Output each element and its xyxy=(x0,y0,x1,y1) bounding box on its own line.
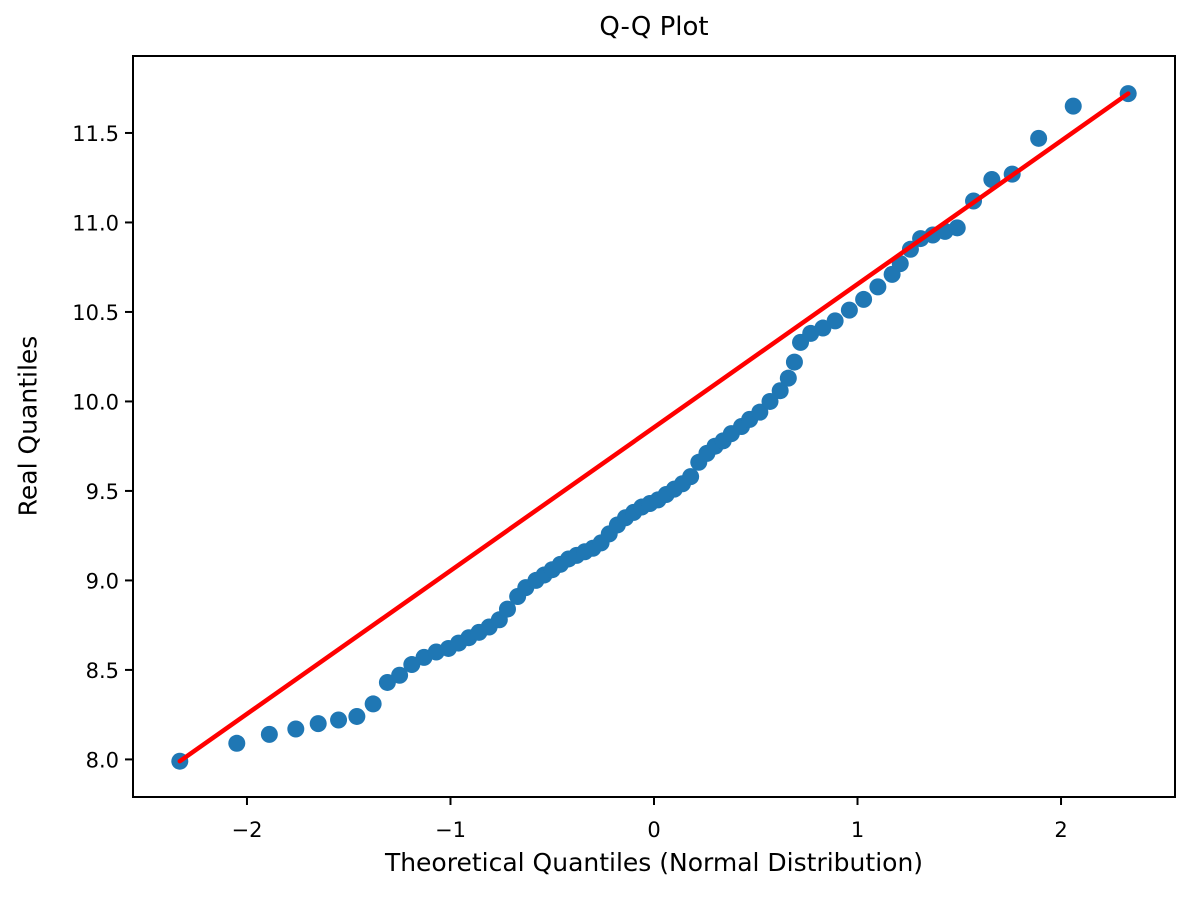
x-tick-label: 2 xyxy=(1054,818,1067,842)
x-tick-label: −2 xyxy=(231,818,262,842)
y-tick-label: 8.5 xyxy=(86,659,119,683)
scatter-point xyxy=(771,382,789,400)
scatter-point xyxy=(855,290,873,308)
scatter-point xyxy=(309,715,327,733)
scatter-point xyxy=(348,707,366,725)
y-tick-label: 11.5 xyxy=(72,122,119,146)
x-tick-label: −1 xyxy=(435,818,466,842)
scatter-point xyxy=(1030,129,1048,147)
plot-border xyxy=(132,55,1176,798)
scatter-point xyxy=(785,353,803,371)
scatter-point xyxy=(840,301,858,319)
y-tick-label: 9.0 xyxy=(86,569,119,593)
y-axis-label: Real Quantiles xyxy=(13,335,43,517)
y-tick-label: 10.5 xyxy=(72,301,119,325)
x-tick-label: 1 xyxy=(851,818,864,842)
scatter-point xyxy=(983,171,1001,188)
scatter-point xyxy=(948,219,966,237)
scatter-point xyxy=(228,734,246,752)
x-axis-label: Theoretical Quantiles (Normal Distributi… xyxy=(384,848,924,877)
y-tick-label: 10.0 xyxy=(72,390,119,414)
scatter-point xyxy=(761,392,779,410)
y-tick-label: 11.0 xyxy=(72,211,119,235)
chart-title: Q-Q Plot xyxy=(599,12,709,42)
scatter-point xyxy=(330,711,348,729)
scatter-point xyxy=(1064,97,1082,115)
scatter-point xyxy=(682,468,700,486)
y-tick-label: 8.0 xyxy=(86,748,119,772)
x-tick-label: 0 xyxy=(647,818,660,842)
scatter-point xyxy=(260,725,278,743)
scatter-point xyxy=(498,600,516,618)
scatter-point xyxy=(779,369,797,387)
scatter-point xyxy=(391,666,409,684)
y-tick-label: 9.5 xyxy=(86,480,119,504)
scatter-point xyxy=(287,720,305,738)
reference-line xyxy=(177,91,1131,764)
scatter-point xyxy=(869,278,887,296)
scatter-point xyxy=(751,403,769,421)
scatter-point xyxy=(826,312,844,330)
scatter-point xyxy=(364,695,382,713)
